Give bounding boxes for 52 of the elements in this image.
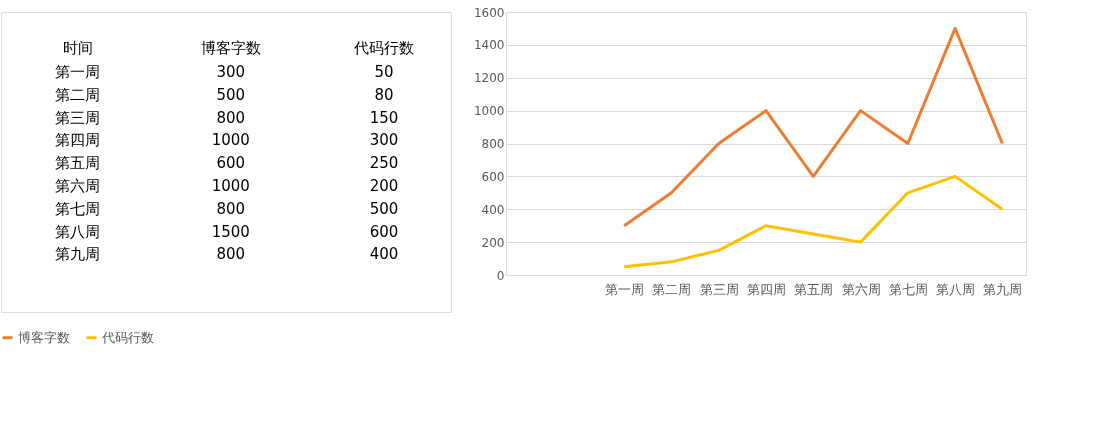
data-label: 500: [369, 199, 399, 218]
text: 代码行数: [352, 39, 414, 57]
x-tick-label: 第二周: [652, 281, 692, 297]
x-tick-label: 第一周: [605, 281, 645, 297]
line-series: [622, 26, 1004, 228]
x-tick-label: 第五周: [794, 281, 834, 297]
y-tick-label: 1600: [473, 5, 505, 20]
category-label: 第九周: [55, 245, 101, 264]
data-label: 800: [216, 245, 246, 264]
category-label: 第一周: [55, 63, 101, 81]
data-label: 300: [216, 63, 246, 81]
category-label: 第七周: [55, 199, 101, 218]
category-label: 第四周: [55, 131, 101, 150]
y-tick-label: 1000: [473, 104, 505, 119]
data-label: 200: [369, 177, 399, 195]
x-tick-label: 第八周: [936, 281, 976, 297]
data-label: 600: [216, 154, 246, 173]
legend-label: 博客字数: [18, 329, 70, 345]
legend-label: 代码行数: [101, 329, 154, 345]
text: 时间: [62, 39, 93, 57]
data-label: 80: [374, 85, 394, 104]
category-label: 第三周: [55, 108, 101, 127]
data-label: 800: [216, 108, 246, 127]
data-label: 800: [216, 199, 246, 218]
category-label: 第六周: [55, 177, 101, 195]
data-label: 1000: [211, 177, 250, 195]
data-label: 250: [369, 154, 399, 173]
text: 博客字数: [200, 39, 261, 57]
y-tick-label: 600: [481, 169, 505, 184]
data-label: 300: [369, 131, 399, 150]
data-label: 150: [369, 108, 399, 127]
data-label: 1500: [211, 222, 250, 241]
x-tick-label: 第三周: [699, 281, 739, 297]
y-tick-label: 400: [481, 202, 505, 217]
x-tick-label: 第九周: [983, 281, 1023, 297]
x-tick-label: 第四周: [747, 281, 786, 297]
data-label: 1000: [211, 131, 250, 150]
category-label: 第八周: [55, 222, 101, 241]
x-tick-label: 第六周: [841, 281, 881, 297]
y-tick-label: 1400: [473, 38, 505, 53]
y-tick-label: 800: [481, 137, 505, 151]
category-label: 第五周: [55, 154, 101, 173]
category-label: 第二周: [55, 85, 101, 104]
y-tick-label: 200: [481, 235, 505, 250]
data-label: 50: [374, 63, 394, 81]
y-tick-label: 0: [496, 268, 505, 283]
data-label: 500: [216, 85, 246, 104]
line-series: [622, 174, 1004, 269]
data-label: 600: [369, 222, 399, 241]
x-tick-label: 第七周: [888, 281, 928, 297]
y-tick-label: 1200: [473, 71, 505, 86]
data-label: 400: [369, 245, 399, 264]
